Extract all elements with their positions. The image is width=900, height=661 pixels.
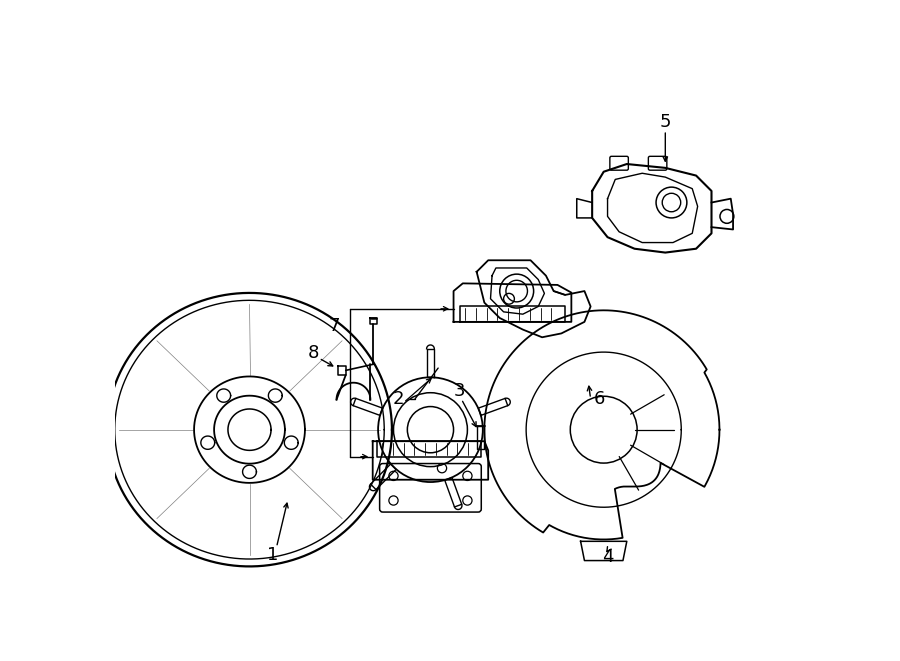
Text: 8: 8	[308, 344, 320, 362]
Text: 3: 3	[454, 382, 464, 400]
Text: 4: 4	[602, 548, 613, 566]
Text: 7: 7	[328, 317, 340, 334]
Text: 6: 6	[594, 390, 606, 408]
Text: 2: 2	[392, 390, 404, 408]
Text: 1: 1	[267, 546, 278, 564]
Text: 5: 5	[660, 112, 671, 131]
